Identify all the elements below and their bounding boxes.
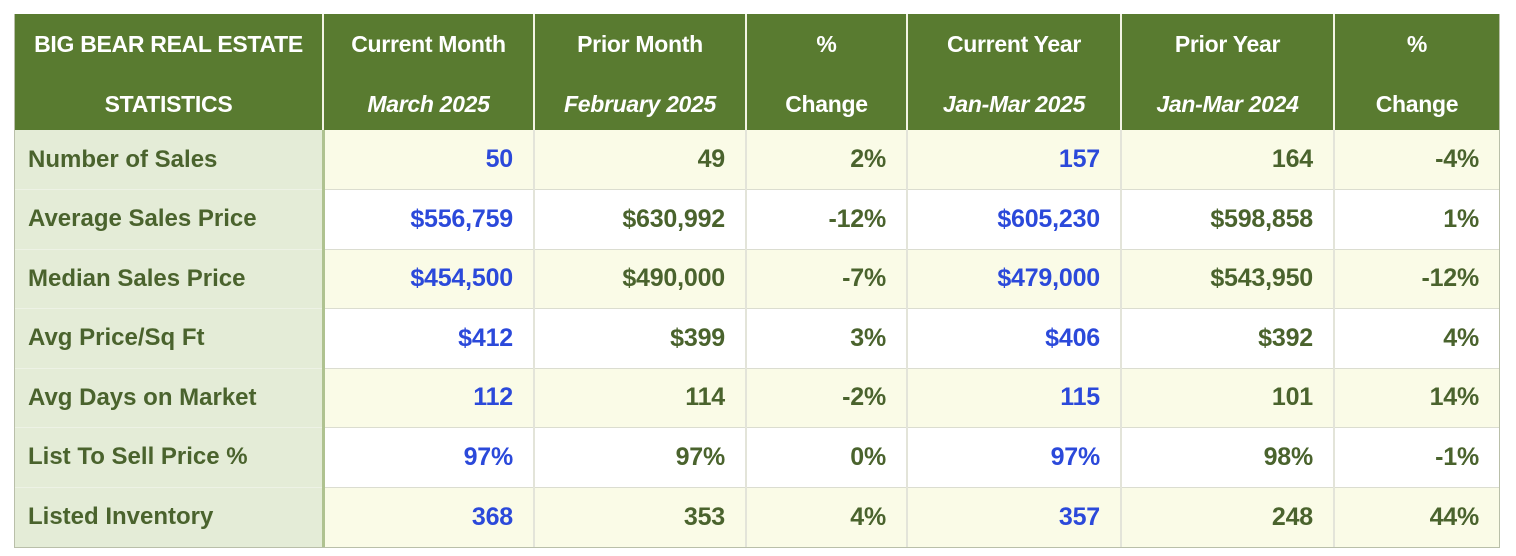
value-cell: -7% — [746, 249, 908, 309]
value-cell: 98% — [1121, 427, 1335, 488]
row-label: Average Sales Price — [15, 189, 325, 250]
value-cell: -1% — [1334, 427, 1499, 488]
value-cell: 44% — [1334, 487, 1499, 547]
value-cell: 357 — [907, 487, 1122, 547]
header-line1: Prior Month — [577, 31, 703, 57]
value-cell: 368 — [323, 487, 535, 547]
value-cell: $605,230 — [907, 189, 1122, 250]
value-cell: $543,950 — [1121, 249, 1335, 309]
header-line1: % — [1406, 31, 1428, 57]
value-cell: 157 — [907, 130, 1122, 190]
row-label: Number of Sales — [15, 130, 325, 190]
value-cell: 97% — [907, 427, 1122, 488]
value-cell: $399 — [534, 308, 747, 369]
row-label: List To Sell Price % — [15, 427, 325, 488]
value-cell: 114 — [534, 368, 747, 428]
header-line1: % — [816, 31, 837, 57]
value-cell: 50 — [323, 130, 535, 190]
header-line1: Current Year — [946, 31, 1082, 57]
header-cell-pct-change-month: % Change — [746, 14, 908, 130]
header-line1: Current Month — [351, 31, 506, 57]
header-line2: Change — [1375, 91, 1459, 117]
value-cell: -2% — [746, 368, 908, 428]
header-line2: Jan-Mar 2024 — [1156, 91, 1299, 117]
header-line2: February 2025 — [563, 91, 717, 117]
header-row: BIG BEAR REAL ESTATE STATISTICS Current … — [15, 14, 1499, 130]
value-cell: $406 — [907, 308, 1122, 369]
value-cell: 97% — [323, 427, 535, 488]
header-line2: Change — [785, 91, 868, 117]
header-line2: March 2025 — [367, 91, 490, 117]
row-label: Avg Price/Sq Ft — [15, 308, 325, 369]
value-cell: $598,858 — [1121, 189, 1335, 250]
value-cell: $490,000 — [534, 249, 747, 309]
value-cell: 115 — [907, 368, 1122, 428]
value-cell: 2% — [746, 130, 908, 190]
stats-table-container: BIG BEAR REAL ESTATE STATISTICS Current … — [14, 14, 1500, 548]
value-cell: 1% — [1334, 189, 1499, 250]
table-body: Number of Sales 50 49 2% 157 164 -4% Average Sa… — [15, 130, 1499, 547]
value-cell: -12% — [746, 189, 908, 250]
value-cell: 0% — [746, 427, 908, 488]
value-cell: 4% — [1334, 308, 1499, 369]
value-cell: $630,992 — [534, 189, 747, 250]
value-cell: $392 — [1121, 308, 1335, 369]
value-cell: 101 — [1121, 368, 1335, 428]
header-line1: Prior Year — [1174, 31, 1281, 57]
header-cell-pct-change-year: % Change — [1334, 14, 1499, 130]
value-cell: 164 — [1121, 130, 1335, 190]
row-label: Avg Days on Market — [15, 368, 325, 428]
table-title-line2: STATISTICS — [104, 91, 233, 117]
value-cell: 353 — [534, 487, 747, 547]
value-cell: 14% — [1334, 368, 1499, 428]
value-cell: -4% — [1334, 130, 1499, 190]
value-cell: 3% — [746, 308, 908, 369]
table-row: Average Sales Price $556,759 $630,992 -12% $… — [15, 189, 1499, 250]
table-row: Number of Sales 50 49 2% 157 164 -4% — [15, 130, 1499, 190]
header-cell-title: BIG BEAR REAL ESTATE STATISTICS — [15, 14, 324, 130]
value-cell: $479,000 — [907, 249, 1122, 309]
value-cell: $454,500 — [323, 249, 535, 309]
value-cell: 248 — [1121, 487, 1335, 547]
table-row: List To Sell Price % 97% 97% 0% 97% 98% -1% — [15, 427, 1499, 488]
table-row: Listed Inventory 368 353 4% 357 248 44% — [15, 487, 1499, 547]
header-cell-prior-year: Prior Year Jan-Mar 2024 — [1121, 14, 1335, 130]
table-row: Avg Price/Sq Ft $412 $399 3% $406 $392 4% — [15, 308, 1499, 369]
table-title-line1: BIG BEAR REAL ESTATE — [34, 31, 303, 57]
header-cell-prior-month: Prior Month February 2025 — [534, 14, 747, 130]
value-cell: 49 — [534, 130, 747, 190]
header-cell-current-year: Current Year Jan-Mar 2025 — [907, 14, 1122, 130]
stats-table: BIG BEAR REAL ESTATE STATISTICS Current … — [15, 14, 1499, 547]
value-cell: -12% — [1334, 249, 1499, 309]
value-cell: 4% — [746, 487, 908, 547]
header-line2: Jan-Mar 2025 — [942, 91, 1086, 117]
value-cell: $412 — [323, 308, 535, 369]
value-cell: 112 — [323, 368, 535, 428]
row-label: Listed Inventory — [15, 487, 325, 547]
row-label: Median Sales Price — [15, 249, 325, 309]
value-cell: $556,759 — [323, 189, 535, 250]
table-row: Median Sales Price $454,500 $490,000 -7% $47… — [15, 249, 1499, 309]
value-cell: 97% — [534, 427, 747, 488]
table-row: Avg Days on Market 112 114 -2% 115 101 14% — [15, 368, 1499, 428]
header-cell-current-month: Current Month March 2025 — [323, 14, 535, 130]
